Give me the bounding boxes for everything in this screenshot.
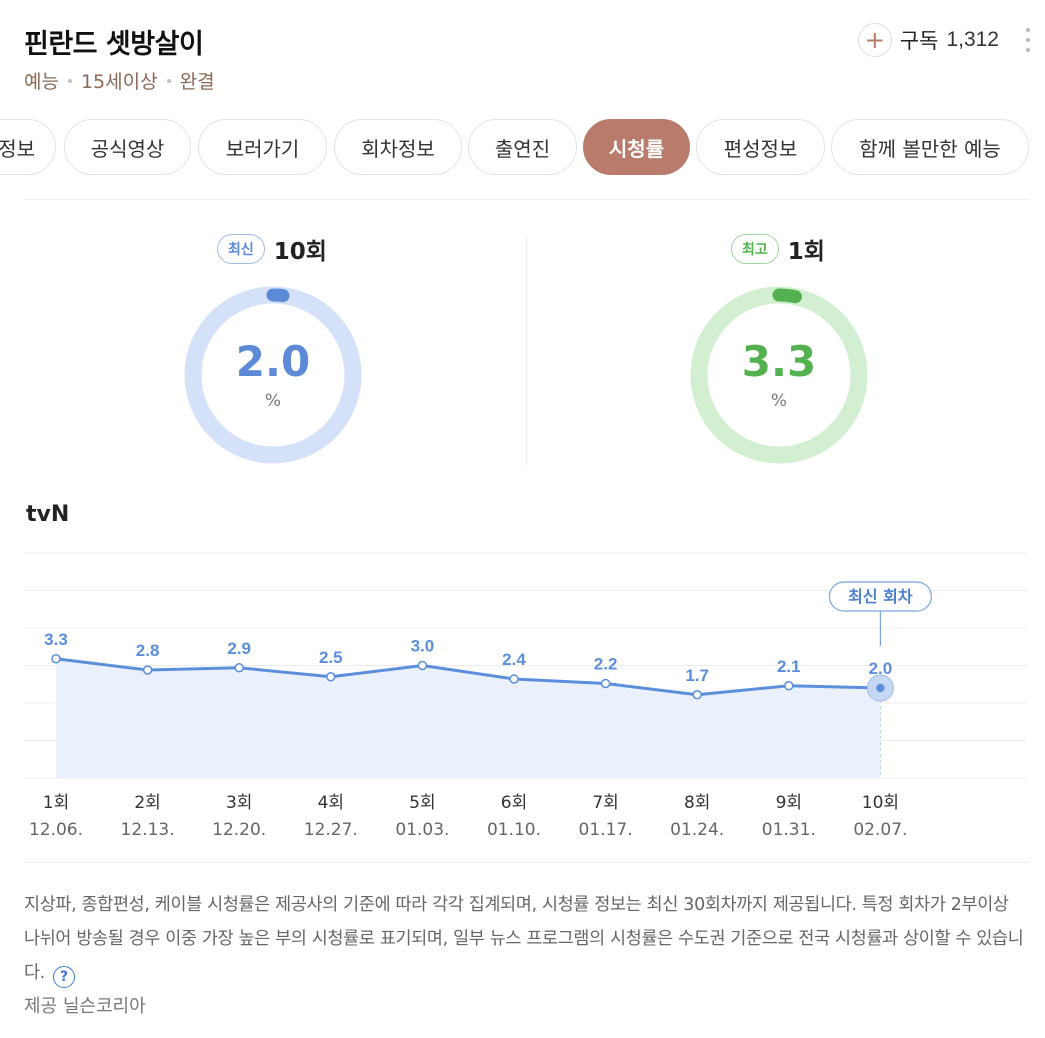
program-meta: 예능 15세이상 완결: [24, 67, 215, 94]
x-tick-episode: 1회: [42, 793, 70, 813]
x-tick-label: 1회 12.06.: [16, 790, 96, 844]
x-tick-label: 7회 01.17.: [566, 790, 646, 844]
x-tick-date: 02.07.: [853, 820, 908, 840]
best-rating-header: 최고 1회: [628, 232, 928, 266]
tab-info[interactable]: 정보: [0, 119, 56, 175]
data-label: 2.8: [136, 641, 160, 660]
meta-genre: 예능: [24, 71, 59, 93]
x-tick-episode: 10회: [861, 793, 900, 813]
data-provider: 제공 닐슨코리아: [24, 996, 146, 1017]
data-point: [784, 681, 794, 691]
x-tick-date: 01.31.: [761, 820, 816, 840]
best-rating-unit: %: [770, 391, 788, 411]
x-tick-date: 01.10.: [486, 820, 542, 840]
best-badge: 최고: [731, 234, 779, 264]
channel-name: tvN: [26, 502, 70, 527]
subscribe-label: 구독: [899, 29, 939, 53]
chart-svg: 3.3 2.8 2.9 2.5 3.0 2.4 2.2 1.7 2.1 2.0 최신 회차: [24, 552, 1027, 779]
x-tick-episode: 5회: [409, 793, 436, 813]
subscribe-count: 1,312: [946, 28, 999, 51]
x-tick-label: 6회 01.10.: [474, 790, 554, 844]
latest-episode: 10회: [273, 239, 327, 265]
annotation-box: [828, 581, 933, 612]
latest-rating-donut: 2.0 %: [183, 285, 363, 465]
tab-episode-info[interactable]: 회차정보: [334, 119, 462, 175]
latest-badge: 최신: [217, 234, 265, 264]
data-point: [600, 678, 611, 689]
tab-official-video[interactable]: 공식영상: [64, 119, 191, 175]
meta-rating: 15세이상: [80, 71, 158, 93]
subscribe-button[interactable]: + 구독 1,312: [857, 23, 999, 57]
x-tick-label: 5회 01.03.: [382, 790, 462, 844]
best-donut-ring: [690, 286, 868, 464]
data-label: 3.0: [411, 637, 435, 656]
notice-text: 지상파, 종합편성, 케이블 시청률은 제공사의 기준에 따라 각각 집계되며,…: [24, 895, 1024, 983]
x-tick-label: 3회 12.20.: [199, 790, 279, 844]
x-tick-date: 12.06.: [28, 820, 84, 840]
x-tick-episode: 4회: [317, 793, 345, 813]
data-label: 2.1: [777, 657, 801, 676]
x-tick-episode: 3회: [225, 793, 253, 813]
meta-status: 완결: [179, 71, 215, 93]
x-tick-date: 01.03.: [395, 820, 450, 840]
best-rating-donut: 3.3 %: [689, 285, 869, 465]
tab-recommended[interactable]: 함께 볼만한 예능: [831, 119, 1029, 175]
data-point: [51, 654, 61, 664]
series-area: [56, 658, 881, 778]
latest-rating-unit: %: [264, 391, 282, 411]
annotation-label: 최신 회차: [848, 587, 913, 606]
data-label: 1.7: [685, 666, 709, 685]
program-title: 핀란드 셋방살이: [24, 29, 204, 60]
x-tick-label: 2회 12.13.: [108, 790, 188, 844]
divider: [24, 862, 1029, 863]
more-icon[interactable]: [1025, 28, 1031, 52]
tab-bar: 정보 공식영상 보러가기 회차정보 출연진 시청률 편성정보 함께 볼만한 예능: [0, 119, 1045, 175]
divider: [24, 199, 1029, 200]
tab-ratings[interactable]: 시청률: [583, 119, 690, 175]
latest-donut-ring: [184, 286, 362, 464]
help-icon[interactable]: ?: [52, 966, 75, 988]
x-tick-episode: 2회: [134, 793, 161, 813]
tab-cast[interactable]: 출연진: [468, 119, 577, 175]
tab-watch[interactable]: 보러가기: [198, 119, 327, 175]
data-label: 2.4: [502, 650, 526, 669]
x-tick-label: 8회 01.24.: [657, 790, 737, 844]
best-rating-value: 3.3: [741, 337, 817, 386]
x-tick-label: 4회 12.27.: [291, 790, 371, 844]
x-tick-label: 9회 01.31.: [749, 790, 829, 844]
best-episode: 1회: [787, 239, 825, 265]
series-line: [55, 657, 881, 697]
x-tick-episode: 6회: [500, 793, 528, 813]
x-tick-episode: 9회: [775, 793, 803, 813]
x-tick-date: 12.27.: [303, 820, 358, 840]
data-point: [142, 665, 153, 675]
x-tick-date: 01.17.: [578, 820, 633, 840]
tab-schedule[interactable]: 편성정보: [696, 119, 825, 175]
data-point: [326, 672, 336, 682]
x-tick-date: 12.13.: [120, 820, 175, 840]
x-tick-episode: 8회: [683, 793, 711, 813]
data-label: 2.5: [319, 648, 343, 667]
meta-separator: [67, 78, 72, 83]
x-tick-episode: 7회: [592, 793, 619, 813]
x-tick-label: 10회 02.07.: [840, 790, 920, 844]
data-label: 2.9: [227, 639, 251, 658]
meta-separator: [166, 78, 171, 83]
divider: [526, 236, 527, 466]
data-label: 2.0: [869, 659, 893, 678]
ratings-notice: 지상파, 종합편성, 케이블 시청률은 제공사의 기준에 따라 각각 집계되며,…: [24, 888, 1024, 990]
x-tick-date: 12.20.: [212, 820, 267, 840]
data-label: 3.3: [44, 630, 68, 649]
x-tick-date: 01.24.: [670, 820, 725, 840]
ratings-line-chart: 3.3 2.8 2.9 2.5 3.0 2.4 2.2 1.7 2.1 2.0 최신 회차 1회 12…: [0, 540, 1045, 850]
data-point: [509, 674, 519, 684]
latest-rating-value: 2.0: [235, 337, 311, 386]
data-point: [417, 660, 428, 671]
latest-rating-header: 최신 10회: [122, 232, 422, 266]
data-label: 2.2: [594, 655, 618, 674]
data-point: [692, 690, 702, 700]
plus-icon[interactable]: +: [857, 23, 892, 57]
data-point: [876, 683, 885, 693]
data-point: [234, 663, 244, 673]
